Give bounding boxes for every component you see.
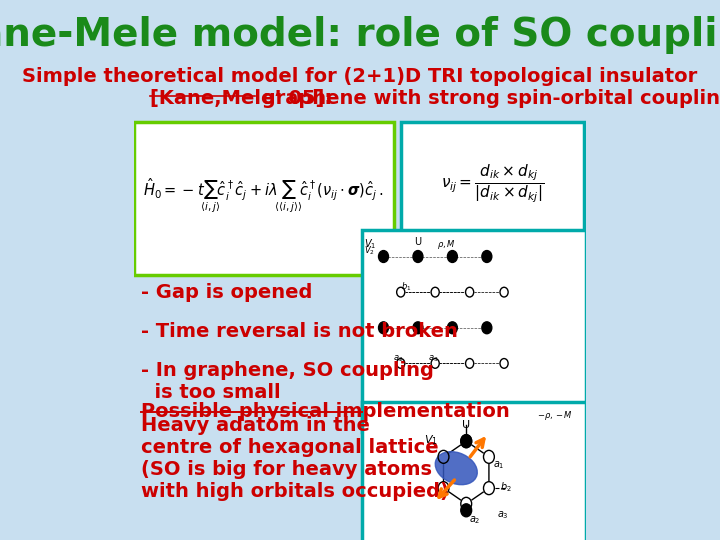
Text: $a_2$: $a_2$ — [393, 354, 404, 364]
Circle shape — [379, 322, 389, 334]
Circle shape — [379, 251, 389, 262]
Text: $\nu_{ij} = \dfrac{d_{ik}\times d_{kj}}{|d_{ik}\times d_{kj}|}$: $\nu_{ij} = \dfrac{d_{ik}\times d_{kj}}{… — [441, 163, 544, 205]
Circle shape — [447, 251, 457, 262]
Text: $V_2$: $V_2$ — [364, 245, 374, 257]
Text: - Gap is opened: - Gap is opened — [141, 284, 312, 302]
Circle shape — [484, 482, 495, 495]
Circle shape — [447, 322, 457, 334]
Text: $b_2$: $b_2$ — [500, 480, 512, 494]
Text: U: U — [462, 420, 470, 430]
Circle shape — [438, 450, 449, 463]
Text: $b_1$: $b_1$ — [401, 280, 411, 293]
Circle shape — [397, 287, 405, 297]
Circle shape — [413, 322, 423, 334]
Circle shape — [500, 359, 508, 368]
Text: [Kane,Mele’ 05]:: [Kane,Mele’ 05]: — [150, 89, 332, 108]
Text: - Time reversal is not broken: - Time reversal is not broken — [141, 322, 458, 341]
Text: $a_3$: $a_3$ — [498, 509, 509, 521]
FancyBboxPatch shape — [362, 230, 586, 432]
Circle shape — [413, 251, 423, 262]
Circle shape — [482, 251, 492, 262]
Circle shape — [500, 287, 508, 297]
Circle shape — [466, 287, 474, 297]
Text: $\rho, M$: $\rho, M$ — [438, 238, 456, 251]
FancyBboxPatch shape — [400, 122, 584, 246]
Text: - In graphene, SO coupling
  is too small: - In graphene, SO coupling is too small — [141, 361, 433, 402]
Ellipse shape — [436, 451, 477, 485]
Text: $a_1$: $a_1$ — [493, 459, 505, 471]
Text: graphene with strong spin-orbital coupling: graphene with strong spin-orbital coupli… — [255, 89, 720, 108]
FancyBboxPatch shape — [134, 122, 394, 275]
Circle shape — [482, 322, 492, 334]
Circle shape — [461, 435, 472, 448]
FancyBboxPatch shape — [362, 402, 586, 540]
Circle shape — [461, 435, 472, 448]
Circle shape — [397, 359, 405, 368]
Circle shape — [431, 287, 439, 297]
Circle shape — [484, 450, 495, 463]
Circle shape — [431, 359, 439, 368]
Text: $V_1$: $V_1$ — [364, 237, 377, 251]
Text: $V_1$: $V_1$ — [424, 433, 438, 447]
Text: $a_2$: $a_2$ — [469, 514, 480, 526]
Text: $a_3$: $a_3$ — [428, 354, 438, 364]
Text: Simple theoretical model for (2+1)D TRI topological insulator: Simple theoretical model for (2+1)D TRI … — [22, 68, 698, 86]
Text: U: U — [415, 237, 421, 247]
Circle shape — [438, 482, 449, 495]
Text: Kane-Mele model: role of SO coupling: Kane-Mele model: role of SO coupling — [0, 16, 720, 54]
Circle shape — [466, 359, 474, 368]
Text: Possible physical implementation: Possible physical implementation — [141, 402, 510, 421]
Text: $\hat{H}_0 = -t\!\sum_{\langle i,j\rangle}\!\hat{c}_i^\dagger\hat{c}_j + i\lambd: $\hat{H}_0 = -t\!\sum_{\langle i,j\rangl… — [143, 176, 383, 215]
Circle shape — [461, 497, 472, 510]
Circle shape — [461, 504, 472, 517]
Text: $-\rho,-M$: $-\rho,-M$ — [537, 409, 573, 422]
Text: Heavy adatom in the
centre of hexagonal lattice
(SO is big for heavy atoms
with : Heavy adatom in the centre of hexagonal … — [141, 416, 449, 501]
